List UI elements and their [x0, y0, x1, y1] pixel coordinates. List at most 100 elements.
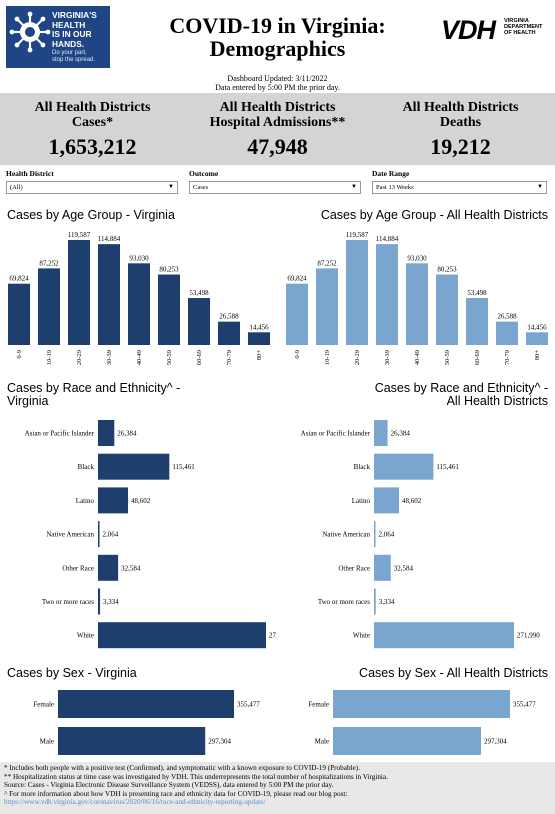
footnote-source: Source: Cases - Virginia Electronic Dise… — [4, 781, 334, 789]
section-title-race-va: Cases by Race and Ethnicity^ - Virginia — [7, 381, 181, 408]
sex-bar — [58, 727, 206, 755]
age-category-label: 60-69 — [196, 350, 203, 365]
virus-icon — [9, 11, 51, 53]
age-bar-value-label: 93,030 — [129, 254, 149, 262]
section-title-age-va: Cases by Age Group - Virginia — [7, 208, 175, 222]
race-value-label: 115,461 — [172, 463, 195, 471]
sex-category-label: Female — [33, 701, 54, 709]
dropdown-value: Cases — [193, 184, 209, 191]
kpi-hospital-admissions: All Health Districts Hospital Admissions… — [185, 100, 370, 159]
sex-bar — [333, 690, 510, 718]
race-value-label: 2,064 — [103, 531, 119, 539]
virginia-health-logo: VIRGINIA'S HEALTH IS IN OUR HANDS. Do yo… — [6, 6, 110, 68]
age-bar-50-59 — [436, 274, 458, 345]
vdh-org-name: VIRGINIA DEPARTMENT OF HEALTH — [504, 18, 543, 37]
age-bar-50-59 — [158, 274, 180, 345]
age-bar-40-49 — [128, 263, 150, 345]
footnote-cases: * Includes both people with a positive t… — [4, 764, 360, 772]
sex-value-label: 355,477 — [237, 701, 260, 709]
kpi-deaths: All Health Districts Deaths 19,212 — [368, 100, 553, 159]
vdh-mark: VDH — [441, 15, 496, 45]
filter-label: Outcome — [189, 169, 219, 178]
age-bar-value-label: 119,587 — [346, 231, 369, 239]
age-bar-60-69 — [188, 298, 210, 345]
age-category-label: 60-69 — [474, 350, 481, 365]
date-range-dropdown[interactable]: Past 13 Weeks ▼ — [372, 181, 547, 194]
age-bar-value-label: 114,884 — [376, 235, 399, 243]
age-bar-value-label: 93,030 — [407, 254, 427, 262]
dropdown-value: (All) — [10, 184, 23, 191]
age-bar-40-49 — [406, 263, 428, 345]
race-bar — [98, 487, 129, 514]
sex-value-label: 355,477 — [513, 701, 536, 709]
sex-category-label: Female — [308, 701, 329, 709]
footnotes: * Includes both people with a positive t… — [0, 762, 555, 814]
filter-health-district: Health District (All) ▼ — [6, 169, 178, 194]
age-chart-all-districts: 69,824 0-9 87,252 10-19 119,587 20-29 114,884 3… — [286, 231, 548, 365]
age-category-label: 20-29 — [76, 350, 83, 365]
race-bar — [98, 420, 115, 446]
race-value-label: 48,602 — [131, 497, 151, 505]
dropdown-value: Past 13 Weeks — [376, 184, 414, 191]
age-category-label: 70-79 — [226, 350, 233, 365]
age-category-label: 50-59 — [444, 350, 451, 365]
race-value-label: 32,584 — [121, 564, 141, 572]
race-bar — [374, 487, 400, 514]
race-category-label: White — [77, 632, 94, 640]
race-value-label: 3,334 — [379, 598, 395, 606]
kpi-deaths-value: 19,212 — [430, 134, 491, 159]
race-category-label: White — [353, 632, 370, 640]
age-category-label: 30-39 — [384, 350, 391, 365]
race-value-label: 48,602 — [402, 497, 422, 505]
race-value-label: 3,334 — [103, 598, 119, 606]
age-bar-20-29 — [346, 240, 368, 345]
race-bar — [98, 554, 119, 581]
age-bar-value-label: 14,456 — [249, 323, 269, 331]
age-category-label: 20-29 — [354, 350, 361, 365]
age-category-label: 0-9 — [16, 350, 23, 359]
sex-category-label: Male — [40, 738, 54, 746]
race-value-label: 26,384 — [117, 430, 137, 438]
sex-bar — [58, 690, 234, 718]
age-bar-value-label: 14,456 — [527, 323, 547, 331]
race-bar — [98, 521, 100, 548]
age-bar-value-label: 80,253 — [437, 266, 457, 274]
race-category-label: Two or more races — [42, 598, 94, 606]
age-bar-value-label: 119,587 — [68, 231, 91, 239]
age-bar-0-9 — [8, 283, 30, 345]
age-bar-value-label: 80,253 — [159, 266, 179, 274]
sex-value-label: 297,304 — [208, 738, 231, 746]
race-category-label: Latino — [352, 497, 371, 505]
filter-label: Date Range — [372, 169, 410, 178]
race-chart-virginia: Asian or Pacific Islander 26,384 Black 115,… — [25, 420, 277, 649]
age-bar-value-label: 114,884 — [98, 235, 121, 243]
age-category-label: 40-49 — [136, 350, 143, 365]
health-district-dropdown[interactable]: (All) ▼ — [6, 181, 178, 194]
race-category-label: Native American — [322, 531, 370, 539]
age-bar-value-label: 87,252 — [317, 259, 337, 267]
age-category-label: 70-79 — [504, 350, 511, 365]
kpi-band: All Health Districts Cases* 1,653,212 Al… — [0, 93, 555, 165]
kpi-cases: All Health Districts Cases* 1,653,212 — [0, 100, 185, 159]
kpi-cases-label: All Health Districts Cases* — [34, 100, 151, 130]
race-bar — [374, 420, 388, 446]
race-category-label: Latino — [76, 497, 95, 505]
section-title-sex-all: Cases by Sex - All Health Districts — [359, 666, 548, 680]
kpi-cases-value: 1,653,212 — [48, 134, 137, 159]
race-category-label: Asian or Pacific Islander — [301, 430, 371, 438]
section-title-sex-va: Cases by Sex - Virginia — [7, 666, 137, 680]
age-bar-20-29 — [68, 240, 90, 345]
age-category-label: 30-39 — [106, 350, 113, 365]
age-chart-virginia: 69,824 0-9 87,252 10-19 119,587 20-29 114,884 3… — [8, 231, 270, 365]
race-bar — [374, 554, 391, 581]
filter-outcome: Outcome Cases ▼ — [189, 169, 361, 194]
outcome-dropdown[interactable]: Cases ▼ — [189, 181, 361, 194]
sex-chart-all-districts: Female 355,477 Male 297,304 — [308, 690, 536, 755]
blog-post-link[interactable]: https://www.vdh.virginia.gov/coronavirus… — [4, 798, 266, 806]
race-bar — [374, 588, 376, 615]
race-bar — [374, 453, 434, 480]
sex-category-label: Male — [315, 738, 329, 746]
age-bar-80+ — [526, 332, 548, 345]
race-category-label: Black — [354, 463, 371, 471]
age-category-label: 80+ — [534, 350, 541, 361]
